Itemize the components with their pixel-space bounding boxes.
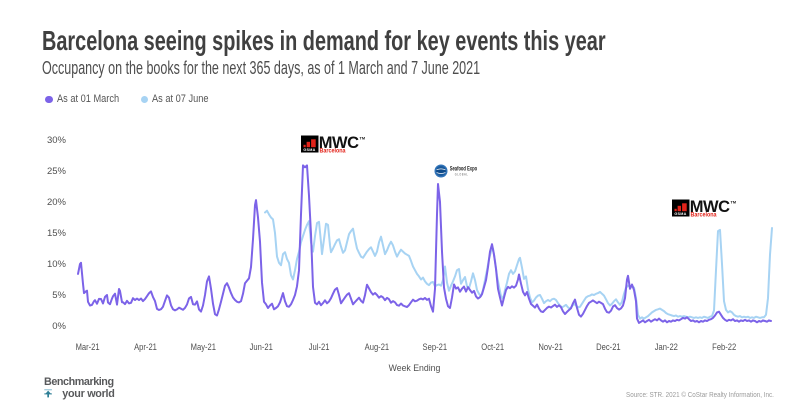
svg-text:20%: 20% [47, 197, 67, 208]
svg-text:0%: 0% [52, 321, 66, 332]
svg-text:Barcelona: Barcelona [320, 148, 347, 154]
svg-text:Mar-21: Mar-21 [76, 341, 100, 352]
svg-text:MWC: MWC [690, 198, 730, 216]
svg-text:Oct-21: Oct-21 [481, 341, 504, 352]
svg-text:May-21: May-21 [191, 341, 217, 352]
svg-text:15%: 15% [47, 228, 67, 239]
svg-text:10%: 10% [47, 259, 67, 270]
svg-text:Jul-21: Jul-21 [309, 341, 330, 352]
svg-text:25%: 25% [47, 166, 67, 177]
svg-text:5%: 5% [52, 290, 66, 301]
svg-text:30%: 30% [47, 135, 67, 146]
svg-text:Jan-22: Jan-22 [655, 341, 678, 352]
svg-text:Barcelona: Barcelona [691, 212, 718, 218]
svg-text:GLOBAL: GLOBAL [455, 172, 469, 177]
svg-text:Jun-21: Jun-21 [250, 341, 273, 352]
svg-text:Sep-21: Sep-21 [423, 341, 448, 352]
svg-text:MWC: MWC [319, 134, 359, 152]
svg-text:Dec-21: Dec-21 [596, 341, 621, 352]
svg-text:GSMA: GSMA [674, 212, 686, 216]
svg-text:Aug-21: Aug-21 [365, 341, 390, 352]
svg-text:Apr-21: Apr-21 [134, 341, 157, 352]
svg-text:TM: TM [731, 201, 736, 205]
svg-text:GSMA: GSMA [303, 148, 315, 152]
svg-text:Feb-22: Feb-22 [712, 341, 736, 352]
svg-text:Week Ending: Week Ending [389, 363, 441, 373]
svg-text:Nov-21: Nov-21 [538, 341, 563, 352]
svg-text:Seafood Expo: Seafood Expo [450, 166, 477, 173]
svg-text:TM: TM [360, 137, 365, 141]
